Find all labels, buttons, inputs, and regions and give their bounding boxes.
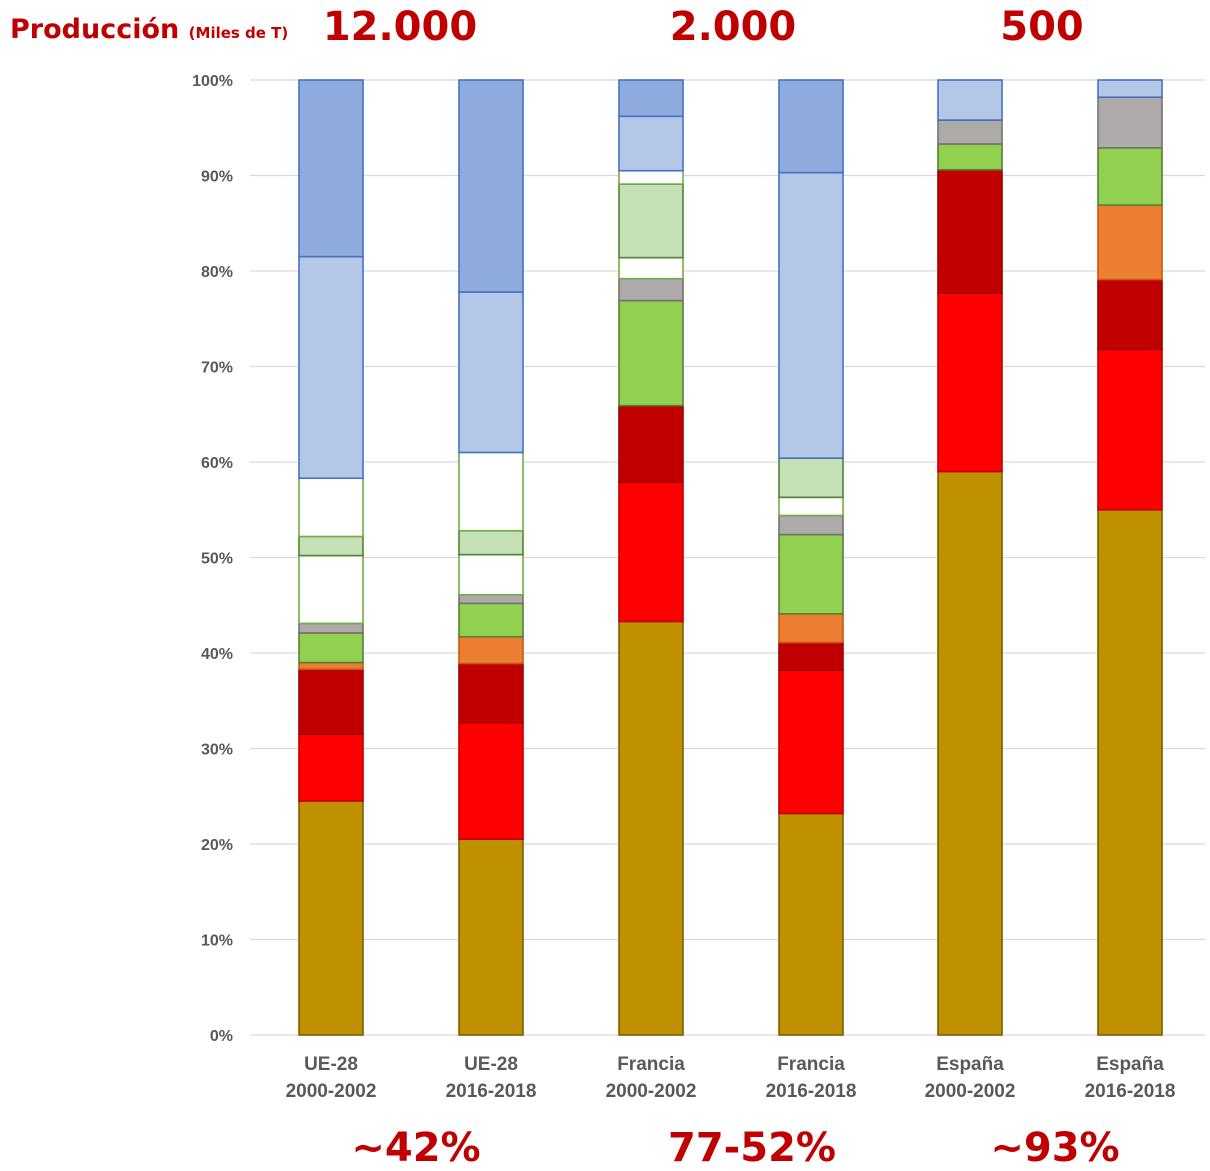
x-tick-label: UE-28 bbox=[304, 1054, 358, 1075]
y-tick-label: 90% bbox=[201, 169, 233, 186]
bar-segment bbox=[458, 291, 524, 454]
bar-segment bbox=[618, 183, 684, 259]
bar-segment bbox=[1097, 278, 1163, 351]
y-tick-label: 100% bbox=[192, 73, 233, 90]
bar-segment bbox=[298, 622, 364, 634]
share-espana: ~93% bbox=[990, 1125, 1120, 1171]
bar-segment bbox=[778, 641, 844, 671]
bar-segment bbox=[298, 255, 364, 480]
y-tick-label: 80% bbox=[201, 264, 233, 281]
bar-segment bbox=[618, 169, 684, 185]
y-tick-label: 40% bbox=[201, 646, 233, 663]
bar-segment bbox=[458, 593, 524, 605]
bar-segment bbox=[937, 470, 1003, 1036]
bar-segment bbox=[458, 451, 524, 532]
bar-segment bbox=[1097, 96, 1163, 149]
bar-segment bbox=[937, 168, 1003, 294]
x-tick-label: España bbox=[1096, 1054, 1164, 1075]
x-tick-label: 2000-2002 bbox=[606, 1081, 697, 1102]
bar-segment bbox=[778, 669, 844, 815]
bar-segment bbox=[618, 79, 684, 118]
x-tick-label: 2000-2002 bbox=[925, 1081, 1016, 1102]
x-tick-label: 2016-2018 bbox=[1085, 1081, 1176, 1102]
y-tick-label: 70% bbox=[201, 360, 233, 377]
x-tick-label: España bbox=[936, 1054, 1004, 1075]
bar-segment bbox=[937, 79, 1003, 121]
bar-segment bbox=[618, 481, 684, 623]
bar-segment bbox=[618, 277, 684, 302]
bar-segment bbox=[298, 733, 364, 802]
bar-segment bbox=[1097, 147, 1163, 206]
bar-segment bbox=[778, 613, 844, 644]
bar-segment bbox=[458, 553, 524, 596]
bar-segment bbox=[1097, 204, 1163, 281]
production-header: Producción (Miles de T) bbox=[10, 14, 288, 45]
production-unit: (Miles de T) bbox=[188, 24, 289, 42]
x-tick-label: Francia bbox=[617, 1054, 685, 1075]
y-tick-label: 10% bbox=[201, 933, 233, 950]
production-title: Producción bbox=[10, 14, 180, 45]
x-tick-label: 2016-2018 bbox=[766, 1081, 857, 1102]
bar-segment bbox=[937, 143, 1003, 171]
bar-segment bbox=[618, 404, 684, 483]
y-tick-label: 20% bbox=[201, 837, 233, 854]
y-tick-label: 0% bbox=[210, 1028, 233, 1045]
bar-segment bbox=[778, 457, 844, 499]
x-tick-label: UE-28 bbox=[464, 1054, 518, 1075]
bar-segment bbox=[778, 79, 844, 174]
x-tick-label: Francia bbox=[777, 1054, 845, 1075]
bar-segment bbox=[618, 299, 684, 407]
bar-segment bbox=[1097, 508, 1163, 1036]
bar-segment bbox=[778, 171, 844, 459]
bar-segment bbox=[458, 662, 524, 724]
bar-segment bbox=[298, 668, 364, 735]
bar-segment bbox=[458, 602, 524, 638]
bar-segment bbox=[458, 79, 524, 293]
bar-segment bbox=[778, 812, 844, 1036]
bar-segment bbox=[458, 838, 524, 1036]
y-tick-label: 60% bbox=[201, 455, 233, 472]
production-value-espana: 500 bbox=[1000, 4, 1084, 50]
bar-segment bbox=[298, 535, 364, 557]
bar-segment bbox=[458, 529, 524, 556]
bar-segment bbox=[937, 292, 1003, 473]
bar-segment bbox=[458, 635, 524, 665]
bar-segment bbox=[298, 477, 364, 538]
bar-segment bbox=[1097, 79, 1163, 98]
bar-segment bbox=[298, 632, 364, 664]
bar-segment bbox=[298, 661, 364, 671]
bar-segment bbox=[618, 115, 684, 172]
y-tick-label: 50% bbox=[201, 551, 233, 568]
share-ue28: ~42% bbox=[351, 1125, 481, 1171]
bar-segment bbox=[298, 800, 364, 1036]
bar-segment bbox=[1097, 348, 1163, 511]
x-tick-label: 2016-2018 bbox=[446, 1081, 537, 1102]
bar-segment bbox=[937, 119, 1003, 145]
bar-segment bbox=[618, 620, 684, 1036]
share-francia: 77-52% bbox=[667, 1125, 837, 1171]
y-tick-label: 30% bbox=[201, 742, 233, 759]
bar-segment bbox=[298, 554, 364, 625]
bar-segment bbox=[618, 256, 684, 280]
bar-segment bbox=[778, 496, 844, 517]
bar-segment bbox=[778, 533, 844, 615]
bar-segment bbox=[298, 79, 364, 258]
production-value-ue28: 12.000 bbox=[322, 4, 478, 50]
production-value-francia: 2.000 bbox=[669, 4, 797, 50]
x-tick-label: 2000-2002 bbox=[286, 1081, 377, 1102]
bar-segment bbox=[458, 721, 524, 841]
bar-segment bbox=[778, 514, 844, 536]
